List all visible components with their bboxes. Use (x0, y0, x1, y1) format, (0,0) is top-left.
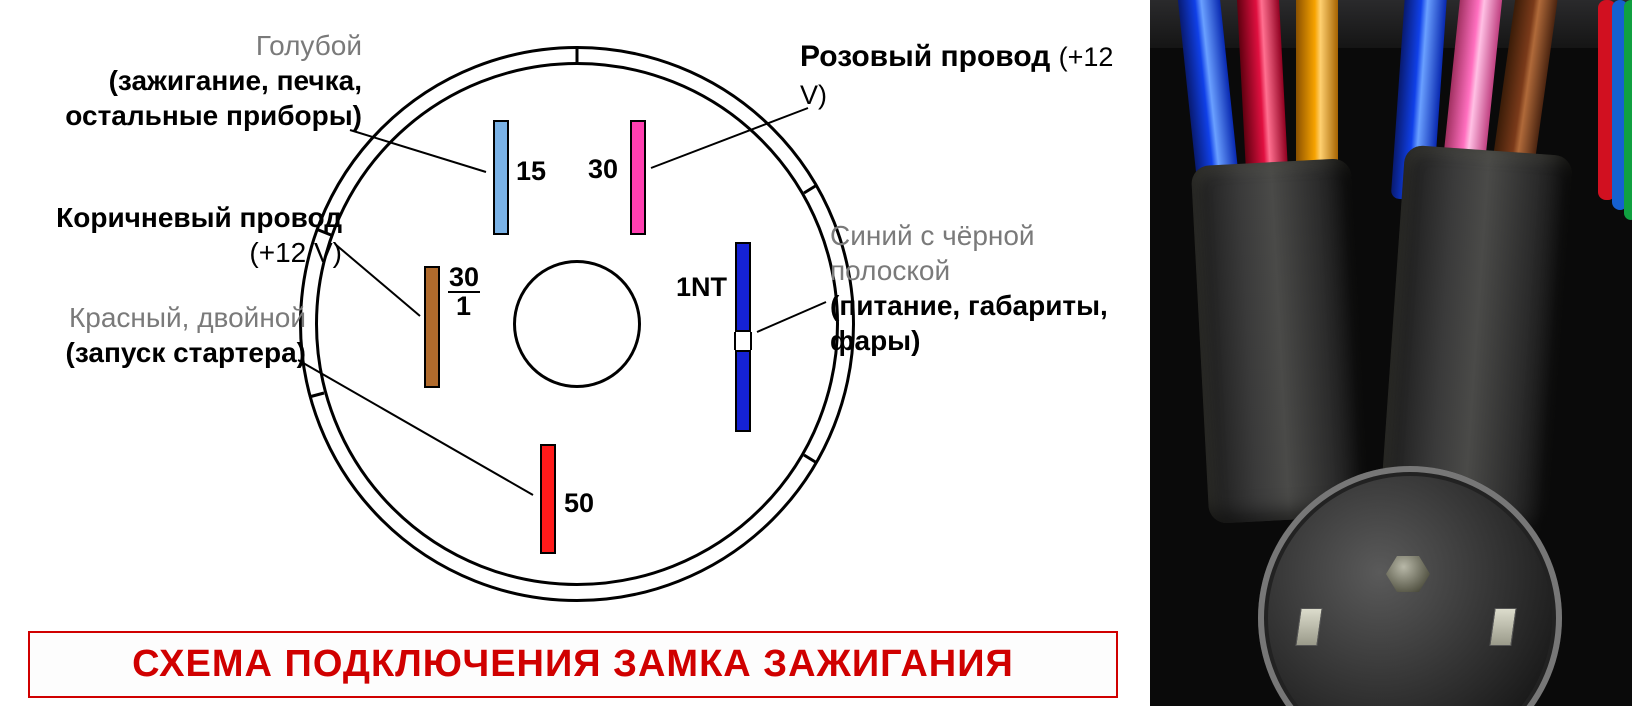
terminal-1nt-top (735, 242, 751, 332)
terminal-15-label: 15 (516, 156, 546, 187)
label-light-blue: Голубой (зажигание, печка, остальные при… (42, 28, 362, 133)
photo-panel (1150, 0, 1632, 706)
terminal-50-label: 50 (564, 488, 594, 519)
diagram-title: СХЕМА ПОДКЛЮЧЕНИЯ ЗАМКА ЗАЖИГАНИЯ (28, 631, 1118, 698)
label-brown: Коричневый провод (+12 V) (16, 200, 342, 270)
terminal-1nt-gap (734, 332, 752, 350)
terminal-30 (630, 120, 646, 235)
terminal-30-label: 30 (588, 154, 618, 185)
terminal-1nt-label: 1NT (676, 272, 727, 303)
terminal-50 (540, 444, 556, 554)
label-blue-black: Синий с чёрной полоской (питание, габари… (830, 218, 1140, 358)
edge-wire-green (1624, 0, 1632, 220)
diagram-panel: 15 30 30 1 1NT 50 Голубой (зажигание, пе… (0, 0, 1150, 706)
label-red: Красный, двойной (запуск стартера) (26, 300, 306, 370)
label-pink: Розовый провод (+12 V) (800, 38, 1140, 113)
sleeve-left (1191, 158, 1370, 524)
terminal-30-1-label: 30 1 (448, 264, 480, 320)
terminal-15 (493, 120, 509, 235)
terminal-1nt-bottom (735, 350, 751, 432)
terminal-30-1 (424, 266, 440, 388)
ignition-hub (513, 260, 641, 388)
